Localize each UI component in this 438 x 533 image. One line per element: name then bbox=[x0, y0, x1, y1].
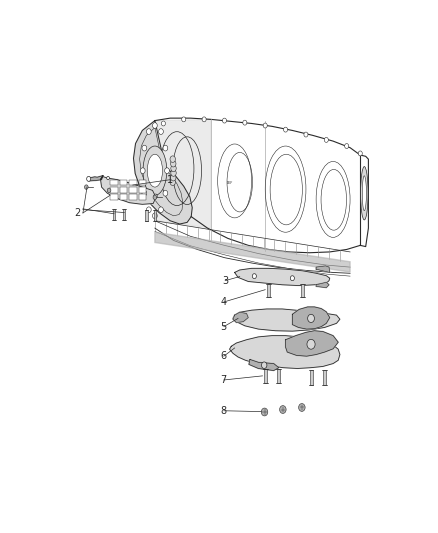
Bar bbox=[129, 180, 137, 185]
Circle shape bbox=[85, 185, 88, 189]
Ellipse shape bbox=[360, 166, 368, 220]
Circle shape bbox=[146, 128, 151, 134]
Circle shape bbox=[324, 138, 328, 142]
Polygon shape bbox=[155, 119, 211, 228]
Polygon shape bbox=[88, 175, 103, 181]
Bar bbox=[323, 370, 326, 385]
Circle shape bbox=[87, 176, 91, 181]
Circle shape bbox=[159, 207, 163, 213]
Polygon shape bbox=[316, 282, 329, 288]
Circle shape bbox=[170, 160, 176, 167]
Circle shape bbox=[202, 117, 206, 122]
Circle shape bbox=[170, 174, 176, 181]
Circle shape bbox=[263, 123, 267, 128]
Bar bbox=[113, 209, 115, 220]
Bar bbox=[145, 209, 148, 221]
Circle shape bbox=[107, 176, 110, 180]
Circle shape bbox=[290, 276, 294, 281]
Circle shape bbox=[161, 121, 166, 126]
Circle shape bbox=[345, 143, 349, 149]
Text: 6: 6 bbox=[221, 351, 227, 361]
Bar bbox=[264, 369, 267, 383]
Ellipse shape bbox=[143, 146, 167, 195]
Text: 4: 4 bbox=[221, 297, 227, 307]
Circle shape bbox=[279, 406, 286, 414]
Circle shape bbox=[307, 340, 315, 349]
Circle shape bbox=[261, 408, 268, 416]
Circle shape bbox=[223, 118, 226, 123]
Bar bbox=[110, 195, 117, 200]
Circle shape bbox=[170, 179, 176, 185]
Circle shape bbox=[146, 207, 151, 213]
Circle shape bbox=[171, 165, 176, 172]
Circle shape bbox=[304, 132, 308, 137]
Ellipse shape bbox=[147, 154, 162, 187]
Polygon shape bbox=[286, 330, 338, 356]
Circle shape bbox=[153, 195, 157, 199]
Text: 1: 1 bbox=[167, 175, 173, 185]
Polygon shape bbox=[249, 359, 279, 370]
Circle shape bbox=[243, 120, 247, 125]
Circle shape bbox=[142, 190, 147, 196]
Polygon shape bbox=[235, 268, 330, 286]
Polygon shape bbox=[230, 336, 340, 368]
Polygon shape bbox=[293, 307, 330, 329]
Text: 7: 7 bbox=[221, 375, 227, 385]
Bar bbox=[129, 187, 137, 193]
Ellipse shape bbox=[362, 176, 366, 211]
Bar bbox=[129, 195, 137, 200]
Circle shape bbox=[142, 145, 147, 151]
Polygon shape bbox=[233, 309, 340, 331]
Text: DEF: DEF bbox=[226, 181, 233, 185]
Bar bbox=[154, 209, 156, 221]
Circle shape bbox=[152, 213, 157, 219]
Bar bbox=[301, 284, 304, 297]
Bar bbox=[110, 180, 117, 185]
Text: 5: 5 bbox=[221, 321, 227, 332]
Polygon shape bbox=[101, 175, 156, 204]
Bar bbox=[277, 369, 280, 383]
Circle shape bbox=[171, 169, 176, 176]
Circle shape bbox=[163, 190, 168, 196]
Circle shape bbox=[152, 123, 157, 128]
Text: 8: 8 bbox=[221, 406, 227, 416]
Circle shape bbox=[358, 151, 362, 156]
Bar bbox=[123, 209, 126, 220]
Bar bbox=[138, 187, 146, 193]
Bar bbox=[267, 284, 270, 297]
Bar bbox=[120, 180, 127, 185]
Circle shape bbox=[283, 127, 288, 132]
Text: 3: 3 bbox=[222, 276, 228, 286]
Circle shape bbox=[170, 156, 176, 163]
Circle shape bbox=[159, 128, 163, 134]
Bar bbox=[138, 180, 146, 185]
Bar bbox=[110, 187, 117, 193]
Circle shape bbox=[307, 314, 314, 322]
Polygon shape bbox=[233, 312, 248, 322]
Bar bbox=[310, 370, 313, 385]
Circle shape bbox=[165, 168, 170, 174]
Circle shape bbox=[299, 403, 305, 411]
Polygon shape bbox=[316, 266, 330, 272]
Circle shape bbox=[261, 362, 267, 368]
Circle shape bbox=[107, 188, 111, 192]
Polygon shape bbox=[155, 232, 350, 272]
Circle shape bbox=[154, 194, 157, 198]
Circle shape bbox=[140, 168, 145, 174]
Circle shape bbox=[163, 145, 168, 151]
Text: 2: 2 bbox=[75, 208, 81, 218]
Bar bbox=[138, 195, 146, 200]
Circle shape bbox=[182, 117, 186, 122]
Bar bbox=[120, 195, 127, 200]
Polygon shape bbox=[134, 120, 192, 224]
Circle shape bbox=[252, 273, 256, 279]
Bar bbox=[120, 187, 127, 193]
